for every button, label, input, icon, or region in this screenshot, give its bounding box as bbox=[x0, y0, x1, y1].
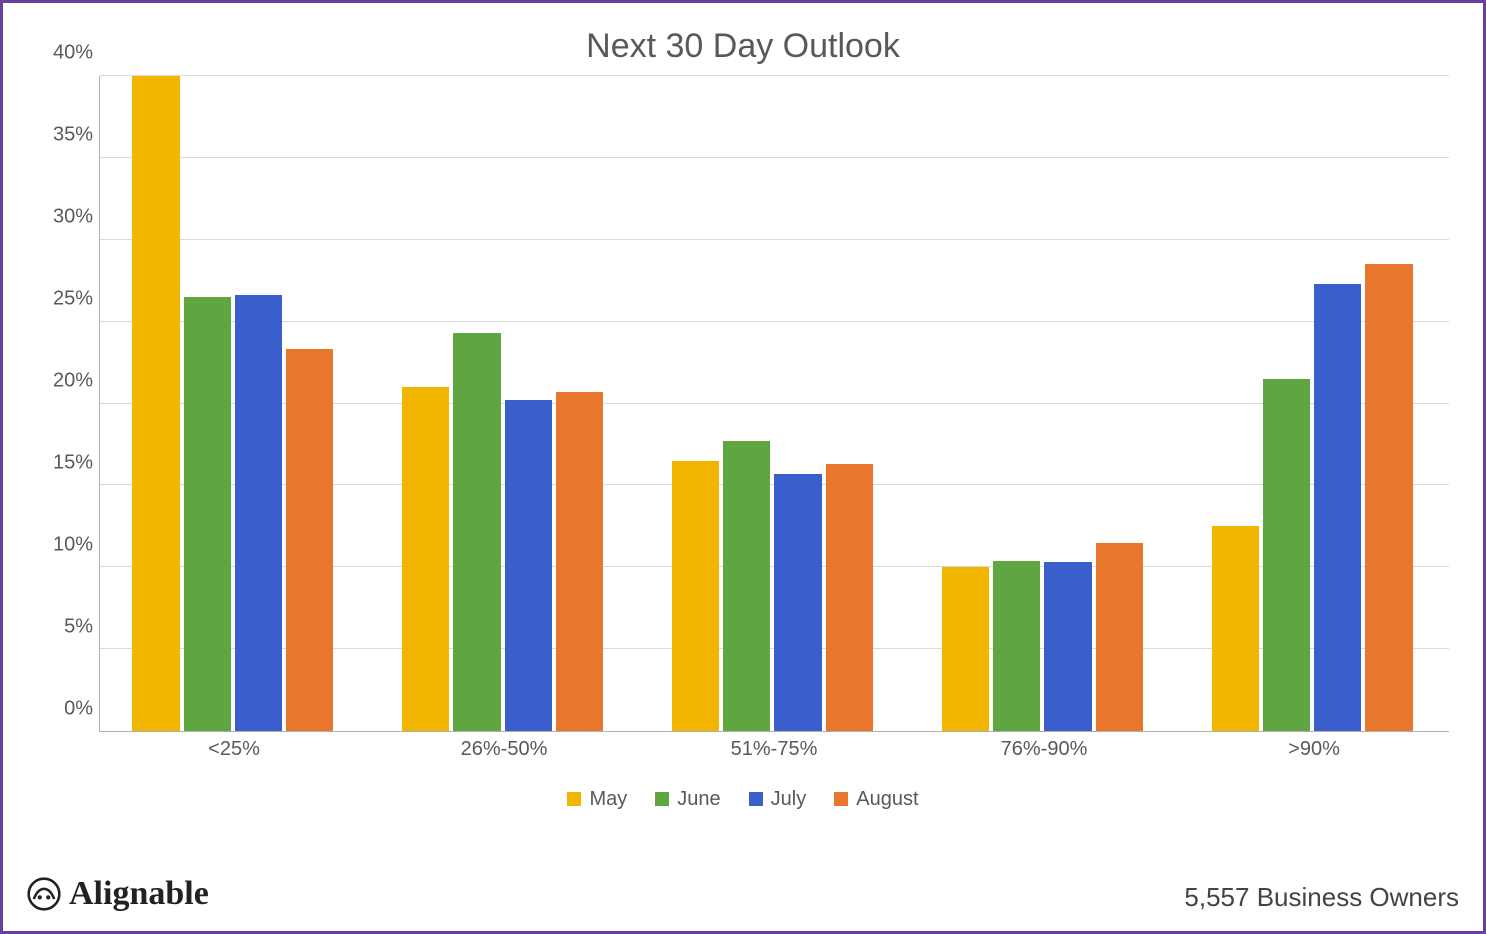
y-tick-label: 30% bbox=[27, 206, 93, 229]
y-tick-label: 0% bbox=[27, 698, 93, 721]
bar-group bbox=[1179, 76, 1449, 731]
bar-group bbox=[100, 76, 370, 731]
legend-item: July bbox=[749, 788, 807, 811]
x-axis: <25%26%-50%51%-75%76%-90%>90% bbox=[99, 732, 1449, 776]
bar bbox=[1096, 543, 1143, 731]
bar bbox=[723, 441, 770, 731]
bar-group bbox=[640, 76, 910, 731]
bar bbox=[1044, 562, 1091, 731]
sample-size: 5,557 Business Owners bbox=[1184, 882, 1459, 913]
bar-group bbox=[370, 76, 640, 731]
x-category-label: 26%-50% bbox=[369, 738, 639, 761]
x-category-label: 76%-90% bbox=[909, 738, 1179, 761]
bar bbox=[235, 295, 282, 731]
y-tick-label: 15% bbox=[27, 452, 93, 475]
bar bbox=[184, 297, 231, 731]
bar bbox=[826, 464, 873, 731]
bar bbox=[942, 567, 989, 731]
y-tick-label: 35% bbox=[27, 124, 93, 147]
bar-group bbox=[909, 76, 1179, 731]
bar bbox=[505, 400, 552, 731]
legend-swatch bbox=[749, 792, 763, 806]
bar bbox=[286, 349, 333, 731]
legend-label: August bbox=[856, 788, 918, 810]
legend-item: May bbox=[567, 788, 627, 811]
legend-swatch bbox=[655, 792, 669, 806]
bar bbox=[993, 561, 1040, 731]
bar bbox=[1314, 284, 1361, 731]
y-tick-label: 25% bbox=[27, 288, 93, 311]
chart-title: Next 30 Day Outlook bbox=[27, 27, 1459, 66]
legend-label: June bbox=[677, 788, 720, 810]
x-category-label: >90% bbox=[1179, 738, 1449, 761]
chart-frame: Next 30 Day Outlook 0% 5% 10% 15% 20% 25% 30% 3… bbox=[0, 0, 1486, 934]
legend-item: August bbox=[834, 788, 918, 811]
footer: Alignable 5,557 Business Owners bbox=[27, 875, 1459, 913]
bar bbox=[402, 387, 449, 731]
plot-area bbox=[99, 76, 1449, 732]
bar bbox=[1365, 264, 1412, 731]
chart-area: 0%5%10%15%20%25%30%35%40% <25%26%-50%51%… bbox=[27, 76, 1459, 776]
brand-icon bbox=[27, 877, 61, 911]
bar bbox=[672, 461, 719, 731]
bar bbox=[1263, 379, 1310, 731]
legend-swatch bbox=[567, 792, 581, 806]
brand-name: Alignable bbox=[69, 875, 209, 913]
x-category-label: 51%-75% bbox=[639, 738, 909, 761]
bar bbox=[556, 392, 603, 731]
bar bbox=[1212, 526, 1259, 731]
legend-label: July bbox=[771, 788, 807, 810]
legend: May June July August bbox=[27, 788, 1459, 811]
x-category-label: <25% bbox=[99, 738, 369, 761]
bar bbox=[453, 333, 500, 731]
bar bbox=[132, 76, 179, 731]
legend-item: June bbox=[655, 788, 720, 811]
legend-label: May bbox=[589, 788, 627, 810]
legend-swatch bbox=[834, 792, 848, 806]
y-tick-label: 10% bbox=[27, 534, 93, 557]
y-tick-label: 40% bbox=[27, 42, 93, 65]
bar bbox=[774, 474, 821, 731]
brand-logo: Alignable bbox=[27, 875, 209, 913]
y-tick-label: 5% bbox=[27, 616, 93, 639]
y-tick-label: 20% bbox=[27, 370, 93, 393]
